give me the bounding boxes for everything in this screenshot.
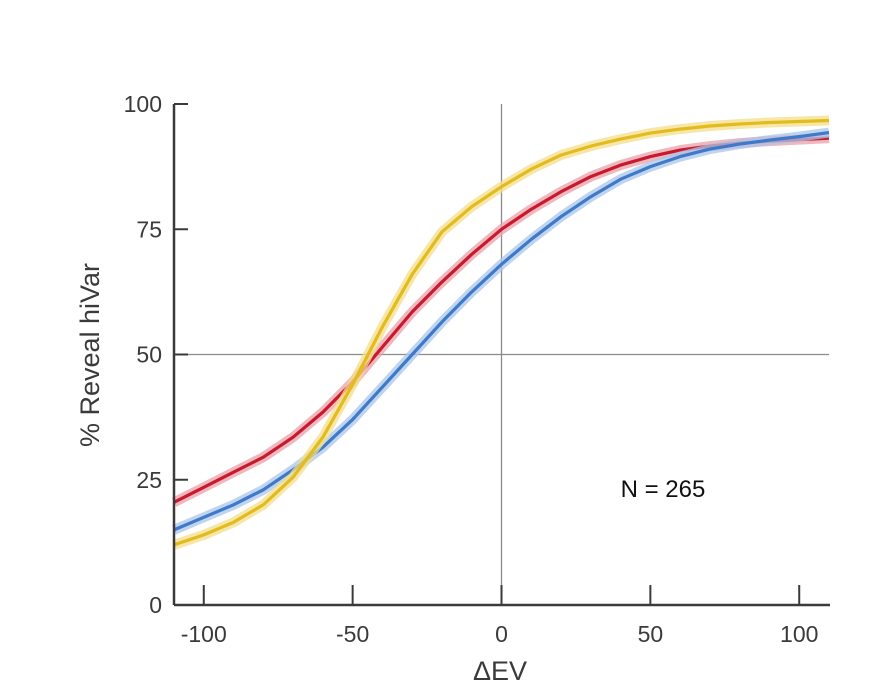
x-tick-label-4: 100 [780, 621, 818, 647]
y-tick-label-1: 25 [136, 467, 162, 493]
x-axis-label: ΔEV [473, 656, 527, 686]
x-tick-label-1: -50 [336, 621, 369, 647]
y-axis-label: % Reveal hiVar [75, 263, 105, 447]
series-layer [171, 115, 830, 550]
x-tick-label-0: -100 [181, 621, 227, 647]
y-tick-label-4: 100 [124, 91, 162, 117]
y-tick-label-0: 0 [149, 592, 162, 618]
x-tick-label-3: 50 [638, 621, 664, 647]
y-tick-label-2: 50 [136, 342, 162, 368]
series-line-2 [173, 118, 830, 547]
reference-lines [174, 104, 829, 605]
y-tick-label-3: 75 [136, 216, 162, 242]
axes: 0 25 50 75 100 -100 -50 0 50 100 [124, 91, 830, 647]
x-tick-label-2: 0 [495, 621, 508, 647]
sample-size-annotation: N = 265 [621, 476, 706, 503]
series-line-1 [173, 131, 830, 532]
